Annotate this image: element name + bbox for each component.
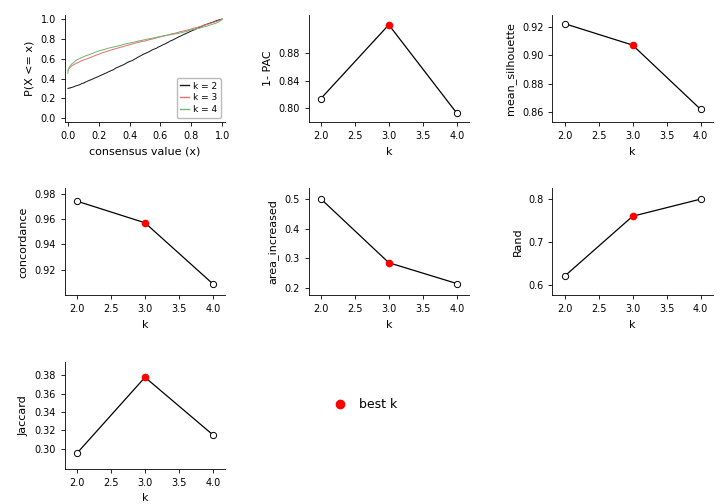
Legend: best k: best k [323,393,402,416]
X-axis label: consensus value (x): consensus value (x) [89,147,201,157]
Y-axis label: Rand: Rand [513,228,523,256]
X-axis label: k: k [629,147,636,157]
Y-axis label: concordance: concordance [19,206,29,278]
X-axis label: k: k [385,320,392,330]
Y-axis label: 1- PAC: 1- PAC [263,51,273,86]
X-axis label: k: k [142,320,148,330]
Y-axis label: Jaccard: Jaccard [19,395,29,435]
Y-axis label: mean_silhouette: mean_silhouette [505,22,516,115]
Legend: k = 2, k = 3, k = 4: k = 2, k = 3, k = 4 [176,78,221,117]
X-axis label: k: k [142,493,148,503]
X-axis label: k: k [629,320,636,330]
Y-axis label: area_increased: area_increased [268,200,279,284]
Y-axis label: P(X <= x): P(X <= x) [25,41,35,96]
X-axis label: k: k [385,147,392,157]
